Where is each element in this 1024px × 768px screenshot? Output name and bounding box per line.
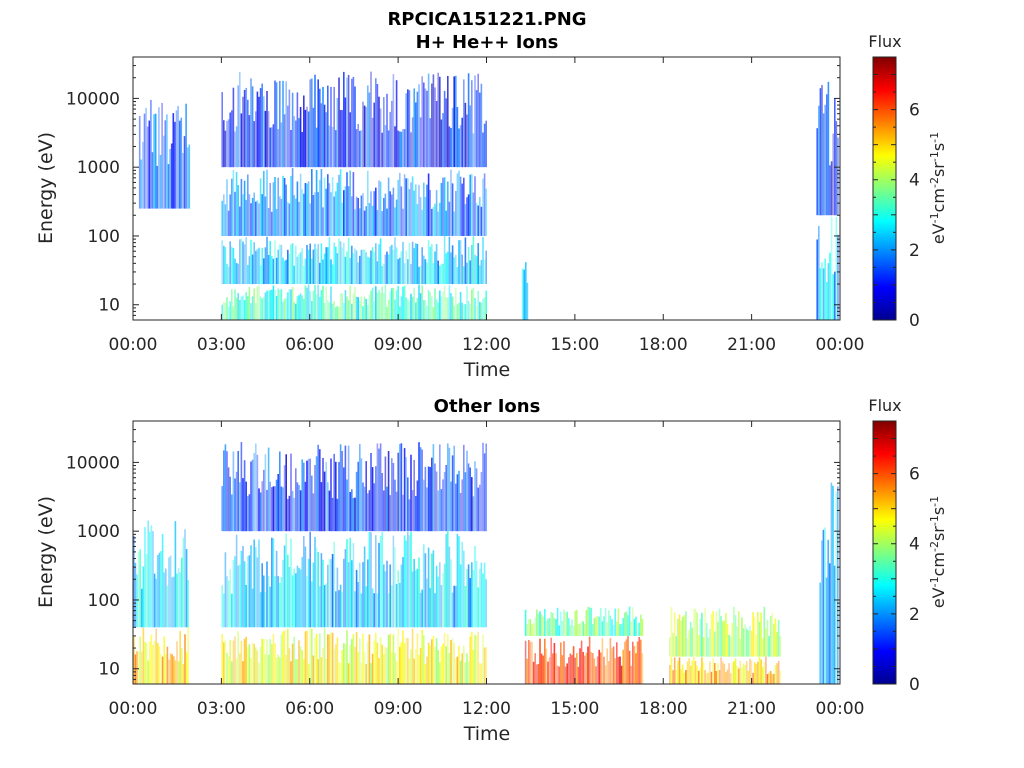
colorbar-tick-label: 2 <box>909 241 920 261</box>
y-tick-label: 1000 <box>77 158 120 178</box>
x-tick-label: 00:00 <box>109 335 158 355</box>
x-tick-label: 12:00 <box>462 699 511 719</box>
y-axis-label: Energy (eV) <box>35 496 57 608</box>
x-tick-label: 15:00 <box>550 699 599 719</box>
colorbar-title: Flux <box>868 32 901 51</box>
colorbar-tick-label: 6 <box>909 101 920 121</box>
colorbar <box>872 420 897 685</box>
y-tick-label: 100 <box>88 227 120 247</box>
x-axis-label: Time <box>463 723 511 745</box>
y-tick-label: 10 <box>98 660 120 680</box>
panel-title: Other Ions <box>434 396 541 417</box>
flux-region <box>221 442 487 532</box>
flux-region <box>816 81 839 216</box>
flux-region <box>669 656 782 684</box>
flux-region <box>221 236 487 285</box>
panel-other-ions: Other Ions 00:00 03:00 06:00 09:00 12:00 15:0… <box>35 396 948 745</box>
x-tick-label: 09:00 <box>374 699 423 719</box>
heatmap-plot-area: 00:00 03:00 06:00 09:00 12:00 15:00 18:00 21:00… <box>66 56 920 355</box>
colorbar-title: Flux <box>868 396 901 415</box>
x-axis-label: Time <box>463 359 511 381</box>
x-tick-label: 00:00 <box>109 699 158 719</box>
svg-text:eV-1cm-2sr-1s-1: eV-1cm-2sr-1s-1 <box>928 496 948 608</box>
x-tick-label: 03:00 <box>197 699 246 719</box>
x-tick-label: 03:00 <box>197 335 246 355</box>
colorbar-tick-label: 4 <box>909 171 920 191</box>
y-tick-label: 100 <box>88 591 120 611</box>
y-tick-label: 10000 <box>66 453 120 473</box>
figure-title: RPCICA151221.PNG <box>387 9 586 30</box>
svg-text:eV-1cm-2sr-1s-1: eV-1cm-2sr-1s-1 <box>928 132 948 244</box>
colorbar-tick-label: 0 <box>909 675 920 695</box>
flux-region <box>221 71 487 168</box>
flux-region <box>221 168 487 236</box>
x-tick-label: 00:00 <box>816 335 865 355</box>
x-tick-label: 18:00 <box>639 699 688 719</box>
panel-title: H+ He++ Ions <box>416 32 559 53</box>
y-tick-label: 10000 <box>66 89 120 109</box>
x-tick-label: 21:00 <box>727 335 776 355</box>
heatmap-plot-area: 00:00 03:00 06:00 09:00 12:00 15:00 18:00 21:00… <box>66 420 920 719</box>
flux-region <box>524 636 644 684</box>
flux-region <box>221 284 487 320</box>
x-tick-label: 00:00 <box>816 699 865 719</box>
x-tick-label: 06:00 <box>285 335 334 355</box>
flux-region <box>138 99 191 209</box>
flux-region <box>524 606 644 636</box>
flux-region <box>819 482 839 684</box>
colorbar <box>872 56 897 321</box>
colorbar-tick-label: 6 <box>909 465 920 485</box>
flux-region <box>816 216 839 320</box>
flux-region <box>133 520 189 628</box>
flux-region <box>521 262 529 320</box>
y-axis-label: Energy (eV) <box>35 132 57 244</box>
colorbar-unit-label: eV-1cm-2sr-1s-1 <box>928 496 948 608</box>
x-tick-label: 21:00 <box>727 699 776 719</box>
colorbar-tick-label: 2 <box>909 605 920 625</box>
panel-h-he-ions: H+ He++ Ions 00:00 03:00 06:00 09:00 12:00 15… <box>35 32 948 381</box>
x-tick-label: 09:00 <box>374 335 423 355</box>
colorbar-tick-label: 4 <box>909 535 920 555</box>
flux-region <box>133 627 189 684</box>
colorbar-tick-label: 0 <box>909 311 920 331</box>
x-tick-label: 06:00 <box>285 699 334 719</box>
flux-region <box>669 606 782 657</box>
x-tick-label: 15:00 <box>550 335 599 355</box>
y-tick-label: 1000 <box>77 522 120 542</box>
x-tick-label: 12:00 <box>462 335 511 355</box>
x-tick-label: 18:00 <box>639 335 688 355</box>
colorbar-unit-label: eV-1cm-2sr-1s-1 <box>928 132 948 244</box>
flux-region <box>221 627 487 684</box>
y-tick-label: 10 <box>98 296 120 316</box>
flux-region <box>221 531 487 628</box>
